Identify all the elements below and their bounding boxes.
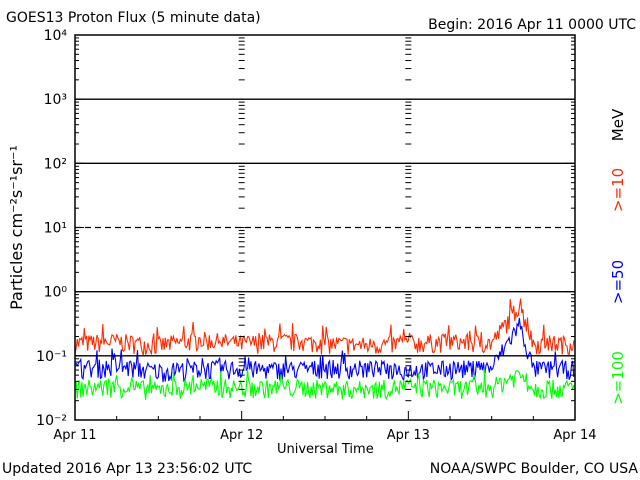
x-axis-label: Universal Time	[277, 442, 374, 457]
series-line->=100	[74, 368, 575, 401]
series-line->=50	[74, 317, 575, 383]
x-tick-label: Apr 12	[220, 428, 263, 443]
y-tick-label: 10⁻²	[36, 413, 67, 429]
source-credit: NOAA/SWPC Boulder, CO USA	[429, 461, 638, 477]
legend-ge100: >=100	[609, 351, 627, 405]
plot-frame	[74, 34, 576, 421]
x-tick-label: Apr 13	[387, 428, 430, 443]
chart-title: GOES13 Proton Flux (5 minute data)	[6, 10, 261, 26]
y-axis-label: Particles cm⁻²s⁻¹sr⁻¹	[7, 145, 26, 310]
x-tick-label: Apr 11	[53, 428, 96, 443]
legend-ge50: >=50	[609, 260, 627, 304]
series-line->=10	[74, 298, 575, 356]
y-tick-label: 10⁰	[44, 285, 68, 301]
y-tick-label: 10²	[44, 156, 67, 172]
y-tick-label: 10¹	[44, 221, 67, 237]
series-layer	[74, 298, 575, 401]
y-tick-label: 10⁴	[44, 28, 68, 44]
reference-lines	[75, 98, 575, 357]
axis-ticks	[74, 34, 576, 421]
legend-ge10: >=10	[609, 168, 627, 212]
unit-label: MeV	[609, 108, 627, 141]
y-tick-label: 10⁻¹	[36, 349, 67, 365]
begin-time: Begin: 2016 Apr 11 0000 UTC	[428, 17, 636, 33]
updated-time: Updated 2016 Apr 13 23:56:02 UTC	[2, 461, 253, 477]
axis-labels: 10⁻² 10⁻¹ 10⁰ 10¹ 10² 10³ 10⁴ Apr 11 Apr 12 Apr 1…	[7, 28, 627, 443]
x-tick-label: Apr 14	[553, 428, 596, 443]
y-tick-label: 10³	[44, 92, 67, 108]
